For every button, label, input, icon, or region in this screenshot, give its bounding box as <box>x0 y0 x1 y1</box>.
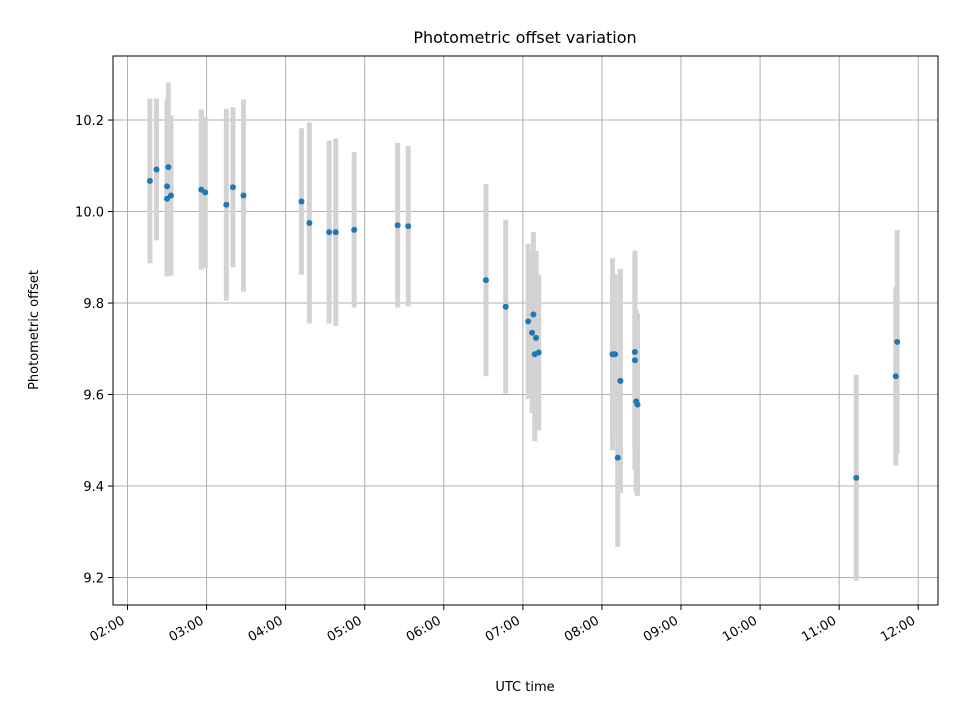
x-axis-label: UTC time <box>495 680 554 695</box>
data-point <box>631 357 638 364</box>
data-points <box>146 164 901 481</box>
data-point <box>853 474 860 481</box>
data-point <box>892 373 899 380</box>
data-point <box>153 166 160 173</box>
data-point <box>631 349 638 356</box>
data-point <box>167 192 174 199</box>
data-point <box>351 226 358 233</box>
data-point <box>326 229 333 236</box>
data-point <box>634 401 641 408</box>
y-tick-label: 9.8 <box>83 297 104 312</box>
data-point <box>165 164 172 171</box>
y-tick-label: 9.2 <box>83 572 104 587</box>
data-point <box>535 349 542 356</box>
data-point <box>229 184 236 191</box>
data-point <box>164 183 171 190</box>
data-point <box>298 198 305 205</box>
data-point <box>146 177 153 184</box>
grid <box>113 56 938 605</box>
y-axis-label: Photometric offset <box>27 270 42 390</box>
data-point <box>502 303 509 310</box>
data-point <box>405 223 412 230</box>
data-point <box>614 454 621 461</box>
data-point <box>529 329 536 336</box>
y-tick-label: 9.6 <box>83 389 104 404</box>
data-point <box>612 351 619 358</box>
data-point <box>533 334 540 341</box>
data-point <box>482 277 489 284</box>
y-tick-label: 10.0 <box>75 206 104 221</box>
data-point <box>202 189 209 196</box>
data-point <box>240 192 247 199</box>
data-point <box>525 318 532 325</box>
y-axis: 9.2 9.4 9.6 9.8 10.0 10.2 <box>75 114 113 587</box>
data-point <box>332 229 339 236</box>
data-point <box>530 311 537 318</box>
data-point <box>223 201 230 208</box>
chart-title: Photometric offset variation <box>413 28 636 47</box>
plot-frame <box>112 55 939 606</box>
data-point <box>894 338 901 345</box>
data-point <box>394 222 401 229</box>
data-point <box>306 219 313 226</box>
data-point <box>617 377 624 384</box>
y-tick-label: 9.4 <box>83 480 104 495</box>
y-tick-label: 10.2 <box>75 114 104 129</box>
